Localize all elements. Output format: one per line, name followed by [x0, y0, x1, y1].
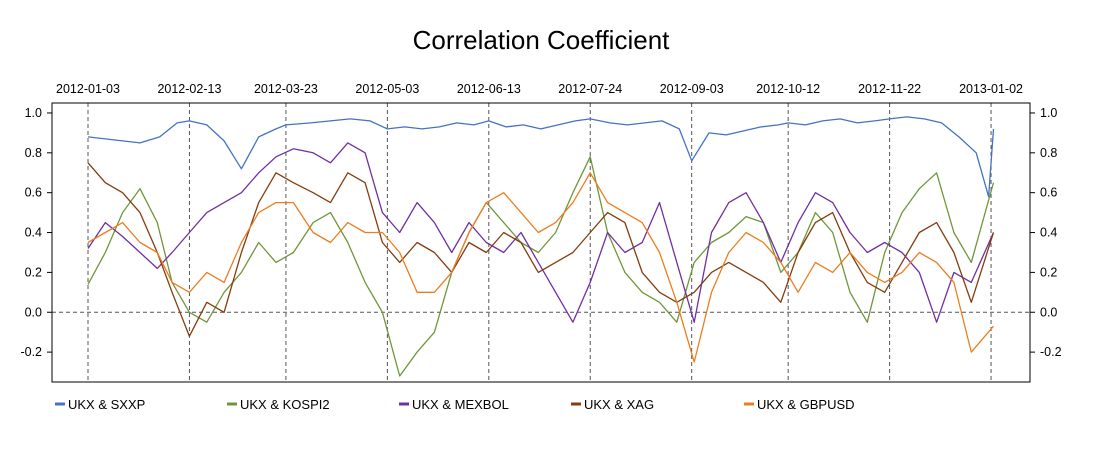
y-tick-label-left: 1.0 [25, 106, 42, 120]
y-tick-label-right: 0.8 [1040, 146, 1057, 160]
plot-frame [51, 102, 1031, 383]
legend-label: UKX & GBPUSD [757, 397, 855, 412]
series-line-2 [87, 156, 995, 377]
x-tick-label: 2012-06-13 [457, 82, 521, 96]
x-tick-label: 2012-11-22 [858, 82, 921, 96]
legend-label: UKX & SXXP [68, 397, 145, 412]
x-tick-label: 2012-01-03 [56, 82, 120, 96]
y-tick-label-right: 1.0 [1040, 106, 1057, 120]
legend-label: UKX & MEXBOL [412, 397, 509, 412]
y-tick-label-right: 0.0 [1040, 305, 1057, 319]
vertical-gridlines [52, 103, 1030, 382]
x-tick-label: 2012-07-24 [558, 82, 622, 96]
y-tick-label-left: 0.6 [25, 186, 42, 200]
y-tick-label-left: 0.4 [25, 226, 42, 240]
y-tick-label-left: -0.2 [20, 345, 42, 359]
series-line-4 [87, 162, 995, 337]
x-tick-label: 2012-09-03 [660, 82, 724, 96]
chart-title: Correlation Coefficient [413, 25, 671, 55]
x-tick-label: 2012-10-12 [756, 82, 820, 96]
x-tick-label: 2012-02-13 [157, 82, 221, 96]
legend-label: UKX & KOSPI2 [240, 397, 330, 412]
legend-label: UKX & XAG [584, 397, 654, 412]
axes: 2012-01-03 2012-02-13 2012-03-23 2012-05-03… [20, 82, 1062, 383]
y-tick-label-right: -0.2 [1040, 345, 1062, 359]
y-tick-label-left: 0.2 [25, 265, 42, 279]
y-tick-label-right: 0.4 [1040, 226, 1057, 240]
x-tick-label: 2012-03-23 [254, 82, 318, 96]
legend: UKX & SXXP UKX & KOSPI2 UKX & MEXBOL UKX & … [55, 397, 855, 412]
series-line-5 [87, 172, 994, 363]
x-tick-label: 2012-05-03 [355, 82, 419, 96]
y-tick-label-right: 0.6 [1040, 186, 1057, 200]
series-lines [87, 116, 995, 377]
series-line-1 [87, 116, 995, 198]
series-line-3 [87, 142, 995, 323]
y-tick-label-right: 0.2 [1040, 265, 1057, 279]
y-tick-label-left: 0.8 [25, 146, 42, 160]
x-tick-label: 2013-01-02 [959, 82, 1023, 96]
y-tick-label-left: 0.0 [25, 305, 42, 319]
